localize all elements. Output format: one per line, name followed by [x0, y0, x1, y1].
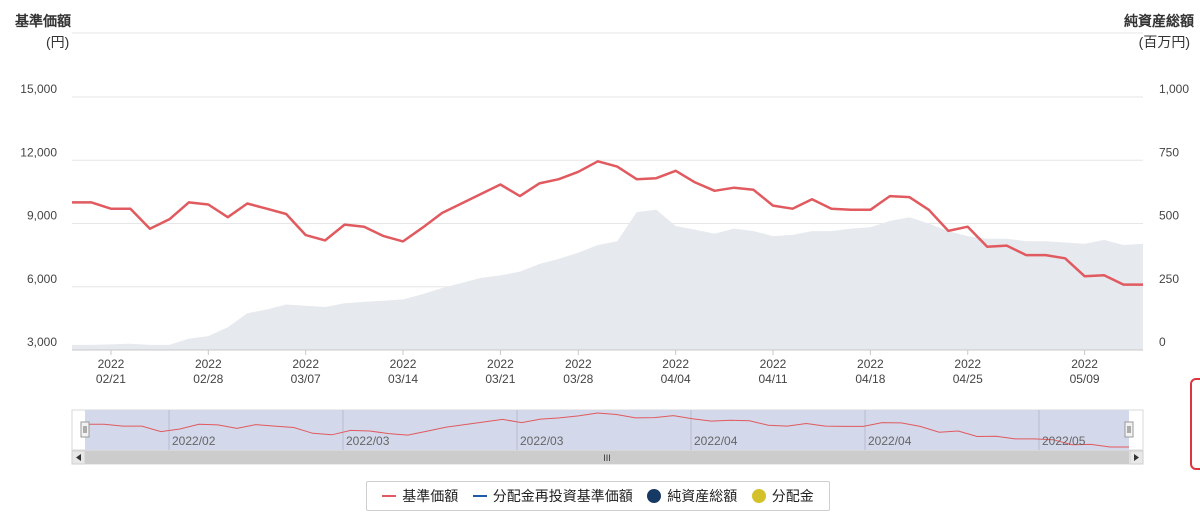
arrow-right-icon — [1134, 454, 1139, 461]
navigator-label: 2022/04 — [694, 434, 738, 448]
base-price-line — [72, 160, 1143, 286]
scrollbar-thumb[interactable] — [85, 451, 1129, 464]
arrow-left-icon — [76, 454, 81, 461]
x-tick-date: 03/28 — [563, 372, 593, 386]
legend-label: 分配金 — [771, 488, 814, 504]
legend-label: 純資産総額 — [667, 488, 738, 504]
navigator-labels: 2022/02 2022/03 2022/03 2022/04 2022/04 2022/… — [172, 434, 1086, 448]
legend-item-net-assets[interactable]: 純資産総額 — [647, 486, 737, 506]
navigator-label: 2022/03 — [346, 434, 390, 448]
right-tick-label: 250 — [1159, 272, 1179, 286]
x-tick-year: 2022 — [565, 357, 592, 371]
x-tick-date: 02/28 — [193, 372, 223, 386]
x-tick-year: 2022 — [98, 357, 125, 371]
navigator-handle-right[interactable] — [1124, 421, 1134, 438]
legend-item-distribution[interactable]: 分配金 — [751, 486, 814, 506]
left-axis-unit: (円) — [46, 34, 69, 50]
legend-dot-icon — [751, 489, 766, 503]
scrollbar-grip: III — [603, 453, 611, 463]
left-tick-label: 3,000 — [27, 335, 57, 349]
x-tick-date: 03/14 — [388, 372, 418, 386]
legend: 基準価額 分配金再投資基準価額 純資産総額 分配金 — [366, 481, 830, 511]
x-tick-date: 03/07 — [291, 372, 321, 386]
legend-label: 基準価額 — [402, 488, 459, 504]
right-tick-label: 1,000 — [1159, 82, 1189, 96]
left-tick-label: 6,000 — [27, 272, 57, 286]
x-tick-year: 2022 — [1071, 357, 1098, 371]
legend-label: 分配金再投資基準価額 — [492, 488, 633, 504]
x-tick-year: 2022 — [390, 357, 417, 371]
x-tick-date: 04/04 — [661, 372, 691, 386]
legend-line-icon — [472, 495, 487, 497]
legend-item-reinvested-price[interactable]: 分配金再投資基準価額 — [472, 486, 633, 506]
x-tick-year: 2022 — [760, 357, 787, 371]
x-tick-date: 04/25 — [953, 372, 983, 386]
x-tick-date: 02/21 — [96, 372, 126, 386]
right-tick-label: 750 — [1159, 145, 1179, 159]
x-axis-ticks: 202202/21202202/28202203/07202203/142022… — [96, 350, 1100, 386]
left-tick-label: 12,000 — [20, 145, 57, 159]
x-tick-date: 04/11 — [758, 372, 787, 386]
left-tick-label: 9,000 — [27, 209, 57, 223]
right-axis-unit: (百万円) — [1139, 34, 1190, 50]
x-tick-year: 2022 — [662, 357, 689, 371]
navigator-series-line — [85, 412, 1129, 448]
x-tick-year: 2022 — [292, 357, 319, 371]
side-tab-marker[interactable] — [1190, 378, 1200, 470]
x-tick-year: 2022 — [487, 357, 514, 371]
net-assets-area — [72, 209, 1143, 350]
right-axis-title: 純資産総額 — [1124, 13, 1194, 29]
navigator-handle-left[interactable] — [80, 421, 90, 438]
left-tick-label: 15,000 — [20, 82, 57, 96]
x-tick-year: 2022 — [857, 357, 884, 371]
x-tick-date: 05/09 — [1070, 372, 1100, 386]
legend-dot-icon — [647, 489, 662, 503]
navigator-label: 2022/03 — [520, 434, 564, 448]
x-tick-year: 2022 — [954, 357, 981, 371]
x-tick-date: 04/18 — [855, 372, 885, 386]
legend-item-base-price[interactable]: 基準価額 — [382, 486, 458, 506]
navigator-label: 2022/02 — [172, 434, 216, 448]
navigator-selection[interactable] — [85, 410, 1129, 450]
right-axis-ticks: 0 250 500 750 1,000 — [1159, 82, 1189, 349]
x-tick-year: 2022 — [195, 357, 222, 371]
navigator-label: 2022/05 — [1042, 434, 1086, 448]
left-axis-title: 基準価額 — [15, 13, 71, 29]
navigator-label: 2022/04 — [868, 434, 912, 448]
x-tick-date: 03/21 — [485, 372, 515, 386]
right-tick-label: 0 — [1159, 335, 1166, 349]
scrollbar[interactable]: III — [71, 450, 1144, 465]
navigator[interactable]: 2022/02 2022/03 2022/03 2022/04 2022/04 2022/… — [71, 409, 1144, 451]
left-axis-ticks: 3,000 6,000 9,000 12,000 15,000 — [20, 82, 57, 349]
legend-line-icon — [382, 495, 397, 497]
right-tick-label: 500 — [1159, 209, 1179, 223]
